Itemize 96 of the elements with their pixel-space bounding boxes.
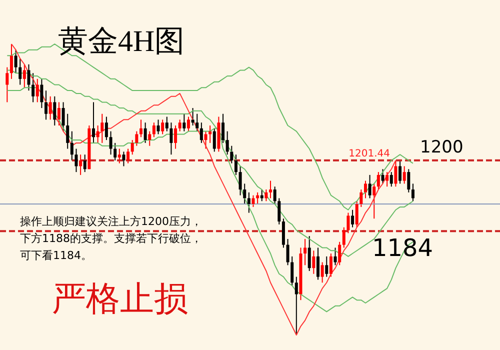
candlestick xyxy=(247,192,250,214)
candlestick xyxy=(204,130,208,150)
candlestick xyxy=(222,113,225,144)
candlestick xyxy=(148,130,152,146)
candlestick xyxy=(44,90,48,120)
candlestick xyxy=(320,262,324,284)
candlestick xyxy=(386,172,389,188)
candlestick xyxy=(200,122,203,144)
candlestick xyxy=(70,130,74,161)
candlestick xyxy=(196,113,199,132)
candlestick xyxy=(104,116,108,141)
candlestick xyxy=(53,96,56,126)
annotation: 下方1188的支撑。支撑若下行破位， xyxy=(20,232,202,245)
candlestick xyxy=(27,64,30,92)
candlestick xyxy=(186,116,190,132)
candlestick xyxy=(402,166,406,184)
candlestick xyxy=(109,130,112,156)
candlestick xyxy=(334,247,337,266)
candlestick xyxy=(100,113,104,144)
candlestick xyxy=(308,236,311,272)
candlestick xyxy=(304,238,307,266)
candlestick xyxy=(178,119,182,132)
candlestick xyxy=(92,102,95,144)
candlestick xyxy=(114,142,117,161)
candlestick xyxy=(83,154,86,173)
candlestick xyxy=(368,174,372,199)
candlestick xyxy=(234,154,238,176)
candlestick xyxy=(62,102,65,132)
candlestick xyxy=(269,180,272,199)
candlestick xyxy=(364,180,367,199)
candlestick xyxy=(118,148,121,164)
candlestick xyxy=(96,124,100,144)
candlestick xyxy=(286,238,290,266)
candlestick xyxy=(182,113,186,132)
candlestick xyxy=(32,72,35,103)
candlestick xyxy=(230,145,234,164)
candlestick xyxy=(390,172,393,188)
candlestick xyxy=(252,194,255,208)
candlestick xyxy=(144,122,147,144)
candlestick xyxy=(342,226,346,248)
candlestick xyxy=(74,148,78,173)
annotation: 操作上顺归建议关注上方1200压力， xyxy=(20,215,202,228)
candlestick xyxy=(273,186,276,205)
candlestick xyxy=(22,64,26,88)
candlestick xyxy=(351,209,354,228)
candlestick xyxy=(407,168,410,193)
candlestick xyxy=(360,189,363,208)
candlestick xyxy=(394,160,398,188)
candlestick xyxy=(381,168,384,184)
candlestick xyxy=(170,122,173,156)
candlestick xyxy=(191,108,194,126)
candlestick xyxy=(346,212,350,234)
candlestick xyxy=(57,102,60,126)
candlestick xyxy=(355,200,358,228)
candlestick xyxy=(126,148,130,164)
candlestick xyxy=(130,140,134,156)
candlestick xyxy=(10,44,13,80)
candlestick xyxy=(139,119,142,138)
candlestick xyxy=(66,113,70,150)
candlestick xyxy=(48,96,52,120)
candlestick xyxy=(290,256,294,286)
candlestick xyxy=(243,183,246,205)
annotation: 可下看1184。 xyxy=(20,249,92,262)
chart-title: 黄金4H图 xyxy=(58,25,185,58)
candlestick xyxy=(312,250,316,274)
candlestick xyxy=(338,241,342,266)
candlestick xyxy=(79,154,82,176)
candlestick xyxy=(411,183,414,202)
candlestick xyxy=(329,253,332,278)
candlestick xyxy=(282,218,285,248)
candlestick xyxy=(40,78,44,109)
annotation: 1200 xyxy=(420,137,464,158)
candlestick xyxy=(226,130,229,156)
candlestick xyxy=(264,189,268,202)
candlestick xyxy=(238,166,242,196)
candlestick xyxy=(372,183,376,220)
candlestick xyxy=(165,116,168,132)
candlestick xyxy=(152,122,156,138)
candlestick xyxy=(135,130,138,146)
candlestick xyxy=(316,247,320,280)
candlestick xyxy=(6,66,9,103)
candlestick xyxy=(14,49,18,74)
candlestick xyxy=(156,119,160,135)
candlestick xyxy=(294,276,298,336)
annotation: 1201.44 xyxy=(348,148,390,160)
candlestick xyxy=(278,198,281,225)
annotation: 严格止损 xyxy=(52,281,188,318)
candlestick xyxy=(122,151,126,167)
candlestick xyxy=(398,160,402,184)
candlestick xyxy=(18,58,22,86)
candlestick xyxy=(376,172,380,190)
candlestick xyxy=(36,78,39,103)
candlestick xyxy=(161,119,164,135)
candlestick xyxy=(174,124,178,150)
candlestick xyxy=(212,128,216,152)
candlestick xyxy=(325,256,328,278)
